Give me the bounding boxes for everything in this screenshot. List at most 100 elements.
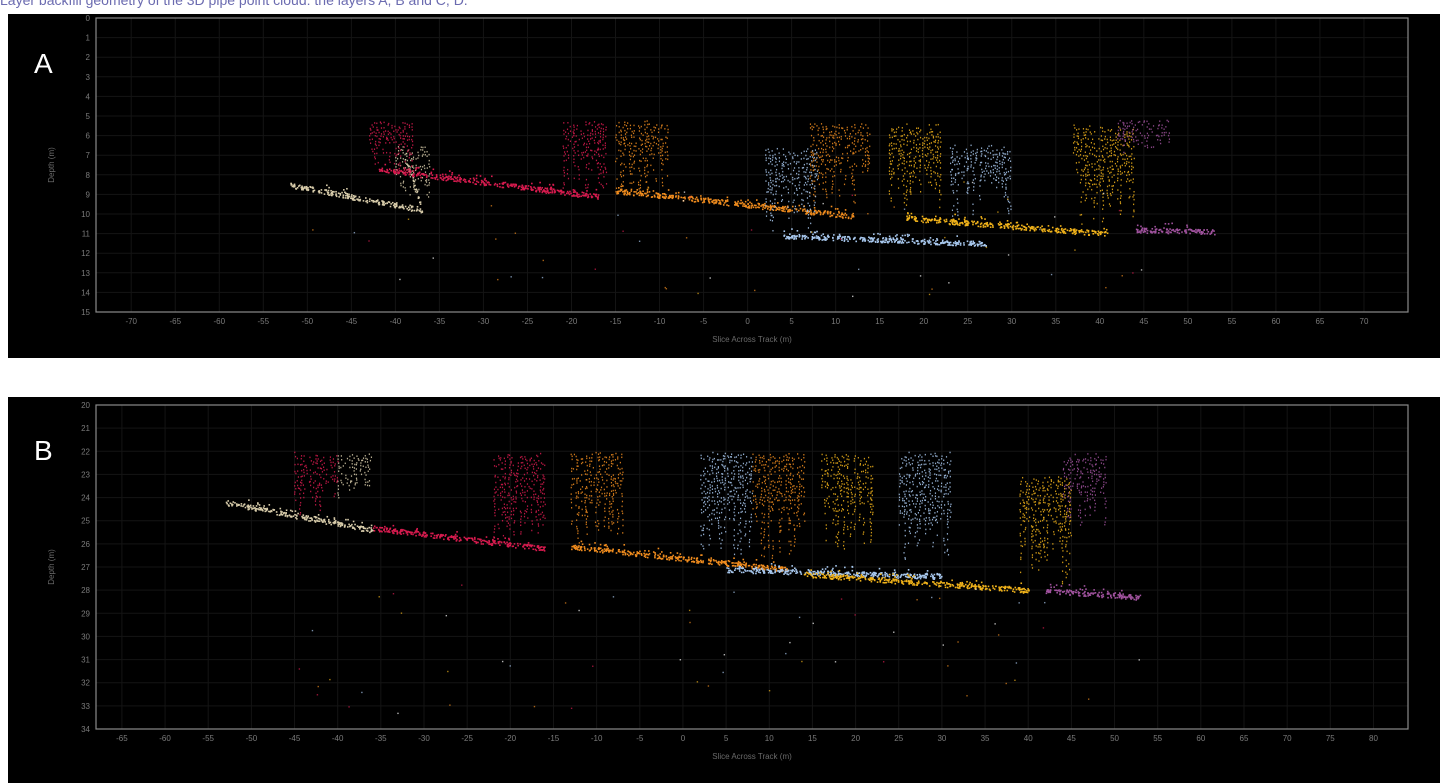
point-mark — [988, 165, 990, 168]
point-mark — [811, 156, 814, 158]
point-mark — [353, 199, 355, 201]
point-mark — [578, 193, 580, 196]
point-mark — [1161, 124, 1163, 126]
point-mark — [832, 125, 834, 127]
point-mark — [1127, 178, 1129, 180]
point-mark — [662, 185, 664, 187]
point-mark — [397, 163, 399, 166]
point-mark — [897, 178, 899, 180]
point-mark — [889, 153, 891, 156]
point-mark — [640, 125, 642, 128]
point-mark — [587, 155, 589, 157]
point-mark — [970, 244, 972, 246]
point-mark — [327, 192, 330, 194]
point-mark — [1077, 143, 1080, 146]
point-mark — [501, 483, 504, 486]
point-mark — [825, 190, 827, 193]
point-mark — [1085, 154, 1087, 157]
point-mark — [782, 180, 784, 183]
point-mark — [829, 170, 831, 172]
point-cloud-series — [290, 146, 431, 214]
point-mark — [599, 141, 601, 143]
point-mark — [916, 220, 919, 223]
point-mark — [294, 470, 296, 473]
point-mark — [398, 167, 400, 170]
point-mark — [572, 189, 575, 191]
point-mark — [979, 241, 981, 243]
point-mark — [761, 208, 764, 211]
point-mark — [649, 153, 651, 156]
point-mark — [452, 178, 455, 181]
point-mark — [1125, 180, 1128, 183]
point-mark — [380, 133, 383, 135]
point-mark — [517, 469, 519, 471]
point-mark — [315, 504, 317, 506]
point-mark — [771, 172, 773, 175]
point-mark — [1098, 159, 1100, 161]
point-mark — [310, 484, 312, 487]
point-mark — [830, 214, 833, 217]
point-mark — [488, 539, 490, 542]
point-mark — [373, 200, 376, 203]
point-mark — [660, 148, 662, 151]
point-mark — [1149, 230, 1152, 232]
point-mark — [967, 168, 969, 170]
point-mark — [774, 157, 777, 159]
point-mark — [1158, 228, 1161, 231]
point-mark — [597, 147, 599, 150]
point-mark — [999, 172, 1001, 175]
point-mark — [861, 142, 864, 144]
point-mark — [348, 193, 350, 196]
point-mark — [391, 138, 393, 141]
point-mark — [399, 134, 401, 137]
point-mark — [980, 161, 983, 164]
point-mark — [937, 148, 939, 150]
point-mark — [512, 545, 515, 548]
x-tick-label: 30 — [937, 734, 946, 743]
point-mark — [320, 189, 323, 191]
point-mark — [640, 194, 643, 197]
point-mark — [792, 157, 794, 160]
point-mark — [1185, 232, 1187, 234]
point-mark — [327, 193, 329, 195]
point-mark — [770, 206, 772, 208]
point-mark — [305, 464, 307, 467]
point-mark — [885, 237, 887, 239]
point-mark — [888, 240, 890, 243]
point-mark — [927, 166, 929, 169]
point-mark — [584, 193, 587, 195]
point-mark — [625, 124, 628, 127]
point-mark — [303, 517, 306, 520]
point-mark — [1210, 232, 1212, 235]
point-mark — [605, 126, 607, 129]
point-mark — [994, 153, 996, 156]
point-mark — [309, 185, 311, 188]
point-mark — [901, 169, 903, 171]
panel-label-a: A — [34, 48, 53, 79]
point-mark — [892, 168, 894, 170]
point-mark — [332, 461, 334, 464]
point-mark — [700, 198, 703, 201]
point-mark — [627, 122, 629, 124]
point-mark — [763, 204, 765, 207]
point-mark — [900, 236, 902, 239]
point-mark — [956, 198, 958, 200]
point-mark — [903, 160, 905, 162]
point-mark — [397, 150, 400, 152]
point-mark — [645, 157, 647, 160]
point-mark — [488, 541, 490, 544]
point-mark — [1098, 155, 1100, 157]
point-mark — [1123, 144, 1125, 147]
point-mark — [1209, 233, 1211, 235]
point-mark — [511, 185, 513, 188]
point-mark — [599, 168, 602, 171]
plot-frame — [95, 404, 1409, 730]
point-mark — [651, 153, 653, 155]
point-mark — [1143, 120, 1145, 122]
point-mark — [401, 204, 404, 206]
point-mark — [1119, 129, 1122, 131]
point-mark — [424, 153, 426, 156]
point-mark — [1127, 136, 1129, 138]
point-mark — [953, 177, 955, 180]
point-mark — [428, 191, 430, 194]
